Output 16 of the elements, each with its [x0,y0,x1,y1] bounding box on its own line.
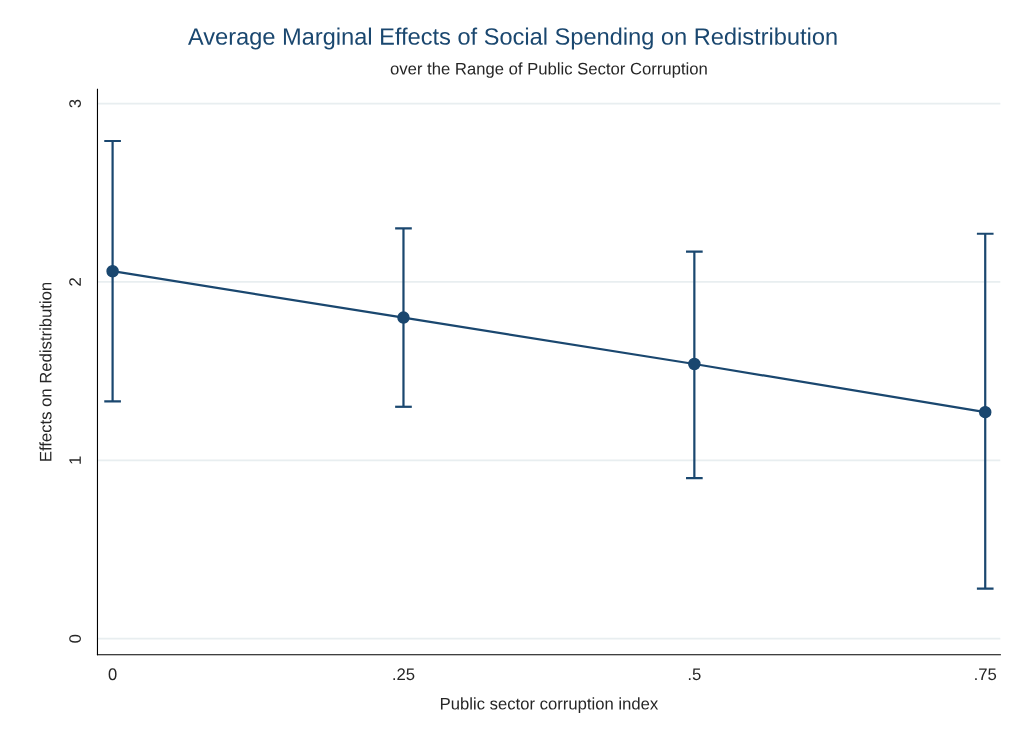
y-tick-label: 2 [69,278,81,286]
y-tick-label: 1 [69,456,81,464]
point [978,405,992,419]
x-tick-label: .25 [393,668,415,681]
point [688,357,701,371]
point [397,311,410,324]
y-tick-label: 0 [69,634,81,643]
x-axis-title: Public sector corruption index [440,697,659,713]
point [106,264,119,278]
chart-title: Average Marginal Effects of Social Spending on Redistribution [187,27,837,50]
x-tick-label: 0 [108,668,117,681]
y-tick-label: 3 [69,99,81,108]
chart-subtitle: over the Range of Public Sector Corruption [390,62,707,78]
x-tick-label: .75 [975,668,997,681]
x-tick-label: .5 [688,668,701,681]
y-axis-title: Effects on Redistribution [39,282,52,461]
